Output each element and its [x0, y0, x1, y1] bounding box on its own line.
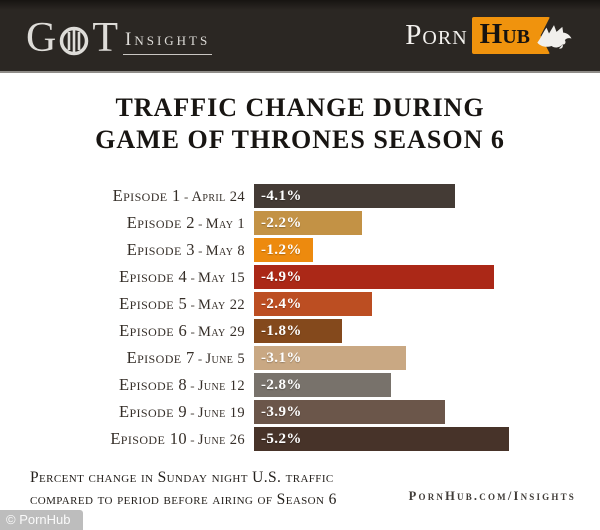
dragon-icon	[534, 21, 574, 51]
bar-value-label: -2.4%	[261, 295, 302, 312]
episode-label: Episode 7 - June 5	[0, 348, 254, 368]
chart-row: Episode 4 - May 15 -4.9%	[0, 265, 600, 289]
chart-row: Episode 8 - June 12 -2.8%	[0, 373, 600, 397]
chart-title-line2: GAME OF THRONES SEASON 6	[95, 125, 505, 154]
episode-bar: -1.8%	[254, 319, 342, 343]
episode-name: Episode 4	[119, 267, 188, 286]
episode-name: Episode 7	[126, 348, 195, 367]
label-separator: -	[194, 216, 206, 231]
header-bar: G T Insights Porn Hub	[0, 0, 600, 73]
episode-bar: -1.2%	[254, 238, 313, 262]
bar-value-label: -2.2%	[261, 214, 302, 231]
episode-label: Episode 1 - April 24	[0, 186, 254, 206]
bar-value-label: -2.8%	[261, 376, 302, 393]
episode-date: May 29	[198, 324, 245, 340]
episode-name: Episode 3	[126, 240, 195, 259]
footnote-line2: compared to period before airing of Seas…	[30, 491, 337, 508]
episode-date: May 15	[198, 270, 245, 286]
chart-row: Episode 3 - May 8 -1.2%	[0, 238, 600, 262]
chart-row: Episode 9 - June 19 -3.9%	[0, 400, 600, 424]
bar-value-label: -1.8%	[261, 322, 302, 339]
label-separator: -	[187, 378, 198, 393]
episode-date: June 26	[197, 432, 245, 448]
footnote-line1: Percent change in Sunday night U.S. traf…	[30, 469, 334, 486]
label-separator: -	[194, 243, 206, 258]
chart-row: Episode 1 - April 24 -4.1%	[0, 184, 600, 208]
label-separator: -	[194, 351, 206, 366]
bar-value-label: -4.9%	[261, 268, 302, 285]
episode-label: Episode 10 - June 26	[0, 429, 254, 449]
bar-value-label: -1.2%	[261, 241, 302, 258]
bar-value-label: -3.9%	[261, 403, 302, 420]
chart-row: Episode 7 - June 5 -3.1%	[0, 346, 600, 370]
episode-label: Episode 2 - May 1	[0, 213, 254, 233]
chart-row: Episode 6 - May 29 -1.8%	[0, 319, 600, 343]
episode-bar: -3.9%	[254, 400, 445, 424]
episode-bar: -5.2%	[254, 427, 509, 451]
episode-name: Episode 5	[119, 294, 188, 313]
chart-row: Episode 2 - May 1 -2.2%	[0, 211, 600, 235]
label-separator: -	[187, 270, 199, 285]
label-separator: -	[180, 189, 192, 204]
episode-name: Episode 2	[126, 213, 195, 232]
episode-date: June 12	[197, 378, 245, 394]
episode-label: Episode 9 - June 19	[0, 402, 254, 422]
bar-chart: Episode 1 - April 24 -4.1% Episode 2 - M…	[0, 184, 600, 454]
episode-name: Episode 1	[112, 186, 181, 205]
got-logo-letter-g: G	[26, 14, 57, 61]
site-url: PornHub.com/Insights	[408, 489, 576, 503]
footnote: Percent change in Sunday night U.S. traf…	[30, 467, 337, 511]
episode-name: Episode 9	[118, 402, 188, 421]
episode-bar: -2.2%	[254, 211, 362, 235]
pornhub-logo-hub-text: Hub	[479, 18, 530, 50]
episode-label: Episode 8 - June 12	[0, 375, 254, 395]
got-logo-insights-text: Insights	[123, 29, 213, 55]
episode-bar: -4.9%	[254, 265, 494, 289]
pornhub-logo: Porn Hub	[405, 17, 574, 54]
chart-title-line1: TRAFFIC CHANGE DURING	[115, 93, 485, 122]
episode-label: Episode 6 - May 29	[0, 321, 254, 341]
got-logo-letter-t: T	[92, 14, 118, 61]
bar-value-label: -4.1%	[261, 187, 302, 204]
bar-value-label: -3.1%	[261, 349, 302, 366]
episode-bar: -2.8%	[254, 373, 391, 397]
label-separator: -	[187, 432, 198, 447]
pornhub-logo-hub-badge: Hub	[471, 17, 550, 54]
label-separator: -	[187, 405, 198, 420]
episode-name: Episode 6	[119, 321, 188, 340]
episode-name: Episode 8	[118, 375, 188, 394]
episode-date: April 24	[191, 189, 245, 205]
episode-name: Episode 10	[110, 429, 188, 448]
episode-date: May 22	[198, 297, 245, 313]
episode-bar: -2.4%	[254, 292, 372, 316]
watermark: © PornHub	[0, 510, 83, 530]
episode-date: June 5	[205, 351, 245, 367]
episode-label: Episode 4 - May 15	[0, 267, 254, 287]
episode-bar: -4.1%	[254, 184, 455, 208]
episode-date: June 19	[197, 405, 245, 421]
portcullis-o-icon	[57, 23, 91, 57]
chart-row: Episode 10 - June 26 -5.2%	[0, 427, 600, 451]
episode-date: May 1	[205, 216, 245, 232]
got-insights-logo: G T Insights	[26, 14, 213, 61]
pornhub-logo-porn-text: Porn	[405, 19, 468, 51]
bar-value-label: -5.2%	[261, 430, 302, 447]
label-separator: -	[187, 324, 199, 339]
episode-label: Episode 5 - May 22	[0, 294, 254, 314]
episode-date: May 8	[205, 243, 245, 259]
chart-title: TRAFFIC CHANGE DURING GAME OF THRONES SE…	[0, 92, 600, 156]
episode-label: Episode 3 - May 8	[0, 240, 254, 260]
chart-row: Episode 5 - May 22 -2.4%	[0, 292, 600, 316]
episode-bar: -3.1%	[254, 346, 406, 370]
label-separator: -	[187, 297, 199, 312]
